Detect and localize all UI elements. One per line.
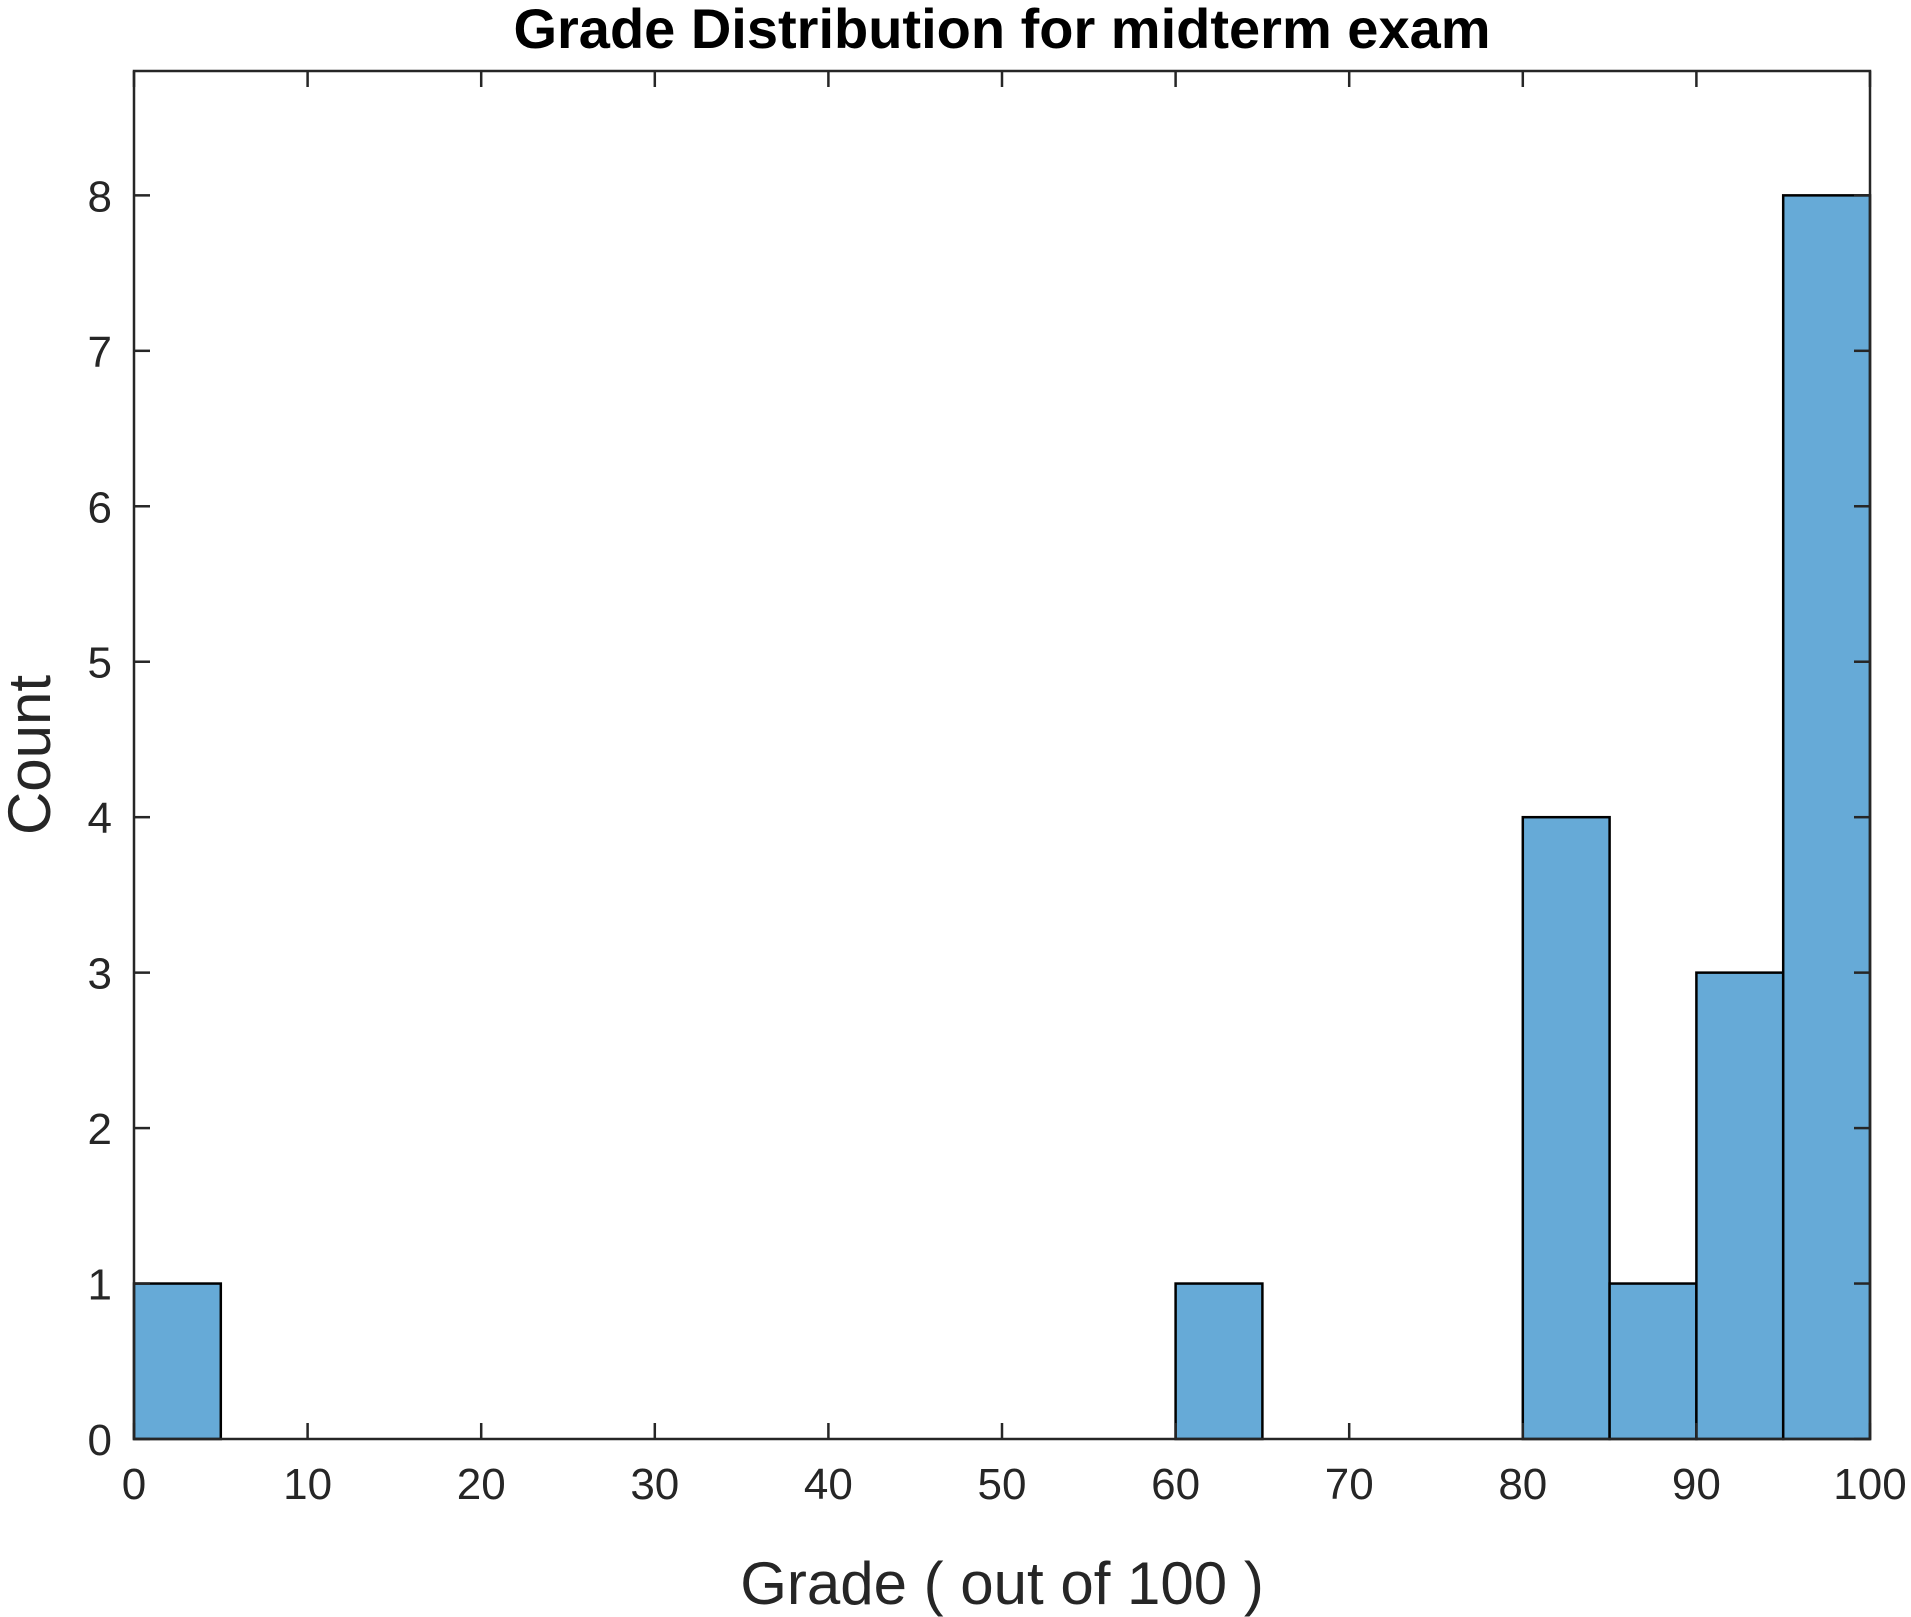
- y-tick-label: 5: [88, 639, 112, 688]
- y-tick-label: 7: [88, 328, 112, 377]
- y-tick-label: 0: [88, 1416, 112, 1465]
- x-tick-label: 50: [978, 1460, 1027, 1509]
- x-tick-label: 40: [804, 1460, 853, 1509]
- histogram-bar-90-95: [1695, 971, 1785, 1441]
- x-tick-label: 90: [1672, 1460, 1721, 1509]
- axis-ticks: [132, 71, 1872, 1441]
- x-axis-tick-labels: 0 10 20 30 40 50 60 70 80 90 100: [122, 1460, 1907, 1509]
- y-axis-tick-labels: 0 1 2 3 4 5 6 7 8: [88, 172, 112, 1465]
- x-tick-label: 100: [1833, 1460, 1906, 1509]
- x-tick-label: 70: [1325, 1460, 1374, 1509]
- histogram-bar-80-85: [1521, 815, 1611, 1441]
- y-tick-label: 6: [88, 483, 112, 532]
- histogram-bar-60-65: [1174, 1282, 1264, 1441]
- histogram-bar-0-5: [132, 1282, 223, 1441]
- x-tick-label: 30: [630, 1460, 679, 1509]
- x-axis-label: Grade ( out of 100 ): [740, 1550, 1264, 1617]
- x-tick-label: 60: [1151, 1460, 1200, 1509]
- y-tick-label: 2: [88, 1105, 112, 1154]
- x-tick-label: 80: [1498, 1460, 1547, 1509]
- y-tick-label: 8: [88, 172, 112, 221]
- y-tick-label: 3: [88, 950, 112, 999]
- bar-series: [132, 194, 1872, 1441]
- y-tick-label: 1: [88, 1261, 112, 1310]
- x-tick-label: 20: [457, 1460, 506, 1509]
- x-tick-label: 0: [122, 1460, 146, 1509]
- histogram-bar-85-90: [1608, 1282, 1698, 1441]
- x-tick-label: 10: [283, 1460, 332, 1509]
- y-axis-label: Count: [0, 675, 63, 835]
- chart-title: Grade Distribution for midterm exam: [513, 0, 1490, 60]
- y-tick-label: 4: [88, 794, 112, 843]
